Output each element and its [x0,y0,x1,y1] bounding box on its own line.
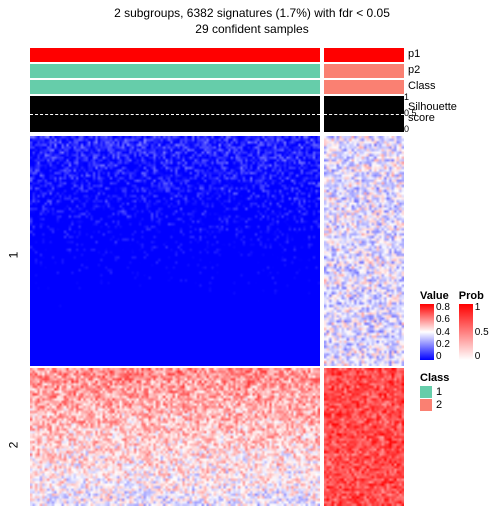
ann-p1 [30,48,410,62]
legend-swatch [420,399,432,411]
legend-swatch [420,386,432,398]
legend-prob-title: Prob [459,290,484,302]
sil-tick-05: 0.5 [404,108,417,118]
label-class: Class [408,80,436,92]
heatmap-block1-left [30,136,320,366]
legend-label: 2 [436,399,442,411]
pt2: 0 [475,351,489,362]
pt1: 0.5 [475,327,489,338]
ann-class [30,80,410,94]
row-group-2: 2 [6,442,20,449]
legend-area: Value 0.8 0.6 0.4 0.2 0 Prob 1 0.5 [420,290,484,423]
ann-p2 [30,64,410,78]
row-group-1: 1 [6,252,20,259]
legend-prob-gradient: 1 0.5 0 [459,304,473,360]
vt4: 0 [436,351,450,362]
label-p1: p1 [408,48,420,60]
plot-area: p1 p2 Class Silhouette score 1 0.5 0 1 2 [30,48,410,506]
vt2: 0.4 [436,327,450,338]
legend-class-item: 1 [420,386,484,398]
sil-tick-0: 0 [404,124,409,134]
chart-title: 2 subgroups, 6382 signatures (1.7%) with… [0,0,504,37]
vt0: 0.8 [436,302,450,313]
vt1: 0.6 [436,314,450,325]
pt0: 1 [475,302,489,313]
heatmap-block2-left [30,368,320,506]
legend-class: Class 12 [420,372,484,411]
legend-value-title: Value [420,290,449,302]
title-line-1: 2 subgroups, 6382 signatures (1.7%) with… [0,6,504,22]
ann-silhouette [30,96,410,132]
legend-value: Value 0.8 0.6 0.4 0.2 0 [420,290,449,360]
legend-prob: Prob 1 0.5 0 [459,290,484,360]
heatmap-block1-right [324,136,404,366]
heatmap-wrap [30,136,410,506]
vt3: 0.2 [436,339,450,350]
sil-tick-1: 1 [404,92,409,102]
label-p2: p2 [408,64,420,76]
legend-class-item: 2 [420,399,484,411]
legend-class-title: Class [420,372,484,384]
legend-label: 1 [436,386,442,398]
heatmap-block2-right [324,368,404,506]
legend-value-gradient: 0.8 0.6 0.4 0.2 0 [420,304,434,360]
title-line-2: 29 confident samples [0,22,504,38]
